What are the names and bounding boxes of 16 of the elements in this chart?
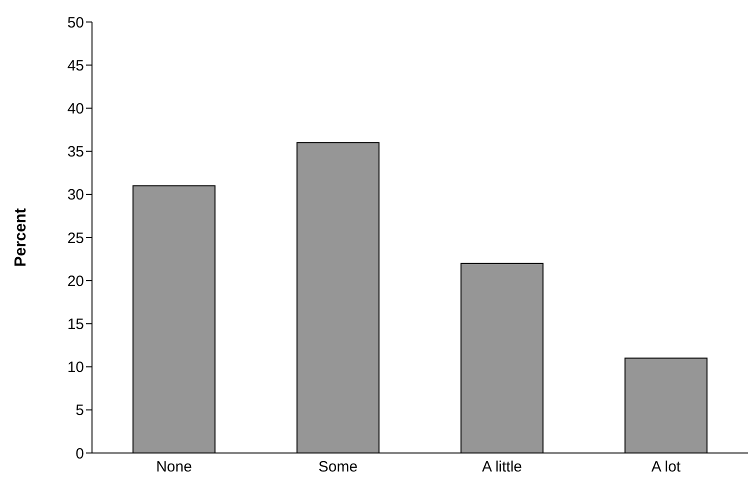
y-tick-label: 40 <box>67 100 84 118</box>
x-tick-label: None <box>156 458 192 476</box>
x-tick-label: A little <box>482 458 522 476</box>
y-tick-label: 0 <box>76 445 84 462</box>
y-tick-label: 5 <box>76 402 84 420</box>
y-axis-title: Percent <box>12 207 30 267</box>
x-tick-label: A lot <box>651 458 682 476</box>
y-tick-label: 20 <box>67 272 84 290</box>
y-tick-label: 25 <box>67 230 84 247</box>
x-tick-label: Some <box>318 458 358 476</box>
y-tick-label: 30 <box>67 186 84 204</box>
y-tick-label: 35 <box>67 144 84 161</box>
y-tick-label: 50 <box>67 14 84 32</box>
y-tick-label: 45 <box>67 57 84 74</box>
y-tick-label: 15 <box>67 316 84 334</box>
y-tick-label: 10 <box>67 359 84 376</box>
